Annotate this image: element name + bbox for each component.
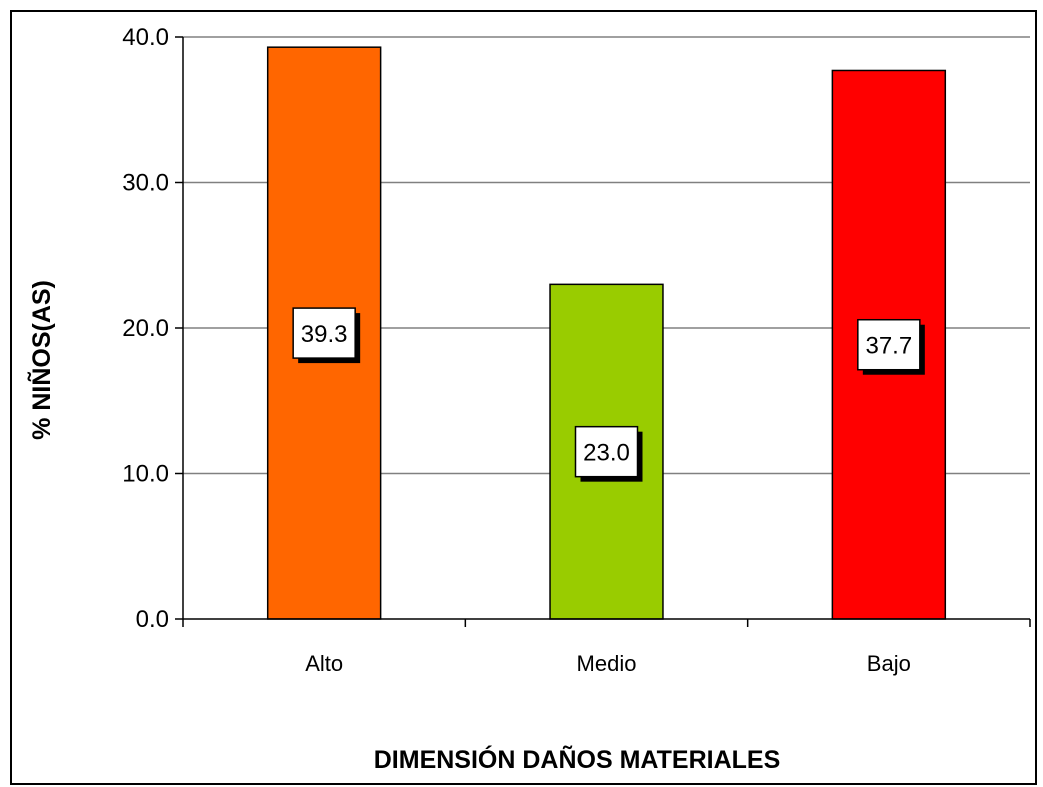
data-label-text: 37.7 <box>865 333 912 360</box>
y-tick-label: 20.0 <box>122 315 169 342</box>
axes: 0.0 10.0 20.0 30.0 40.0 Alto Medio Bajo <box>122 24 1031 676</box>
y-tick-label: 30.0 <box>122 170 169 197</box>
x-axis-title: DIMENSIÓN DAÑOS MATERIALES <box>374 744 781 774</box>
y-tick-label: 0.0 <box>136 606 169 633</box>
x-category-label: Bajo <box>867 651 911 676</box>
data-label-box <box>857 318 921 371</box>
x-category-label: Alto <box>305 651 343 676</box>
bars <box>266 46 947 620</box>
data-label-alto: 39.3 <box>292 307 361 364</box>
data-label-box <box>292 307 356 359</box>
y-tick-label: 10.0 <box>122 461 169 488</box>
x-category-label: Medio <box>577 651 637 676</box>
data-label-medio: 23.0 <box>574 425 643 482</box>
data-label-bajo: 37.7 <box>857 318 925 375</box>
data-labels: 39.3 23.0 37.7 <box>292 307 925 482</box>
data-label-text: 39.3 <box>301 321 348 348</box>
data-label-box <box>574 425 639 478</box>
y-axis-title: % NIÑOS(AS) <box>26 280 56 440</box>
y-tick-label: 40.0 <box>122 24 169 51</box>
data-label-text: 23.0 <box>583 440 630 467</box>
